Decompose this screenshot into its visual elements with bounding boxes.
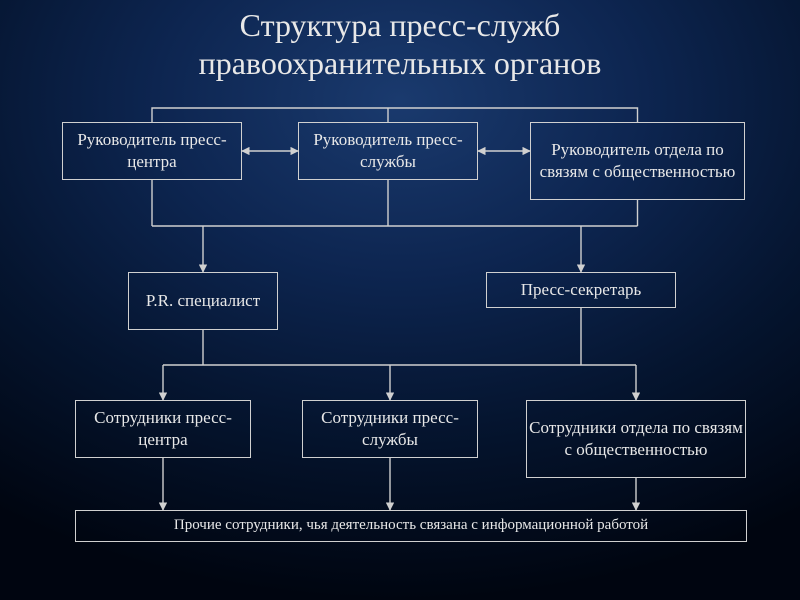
node-label: Прочие сотрудники, чья деятельность связ… [174,516,648,536]
title-line-1: Структура пресс-служб [240,7,561,43]
node-label: Сотрудники отдела по связям с общественн… [529,417,743,461]
node-n5: Пресс-секретарь [486,272,676,308]
node-label: Сотрудники пресс-службы [305,407,475,451]
node-label: P.R. специалист [146,290,260,312]
node-label: Руководитель пресс-службы [301,129,475,173]
node-n9: Прочие сотрудники, чья деятельность связ… [75,510,747,542]
node-n3: Руководитель отдела по связям с обществе… [530,122,745,200]
node-label: Сотрудники пресс-центра [78,407,248,451]
node-n4: P.R. специалист [128,272,278,330]
node-label: Пресс-секретарь [521,279,642,301]
node-label: Руководитель пресс-центра [65,129,239,173]
node-label: Руководитель отдела по связям с обществе… [533,139,742,183]
title-line-2: правоохранительных органов [199,45,602,81]
diagram-title: Структура пресс-служб правоохранительных… [0,6,800,83]
node-n8: Сотрудники отдела по связям с общественн… [526,400,746,478]
node-n7: Сотрудники пресс-службы [302,400,478,458]
node-n2: Руководитель пресс-службы [298,122,478,180]
node-n6: Сотрудники пресс-центра [75,400,251,458]
node-n1: Руководитель пресс-центра [62,122,242,180]
